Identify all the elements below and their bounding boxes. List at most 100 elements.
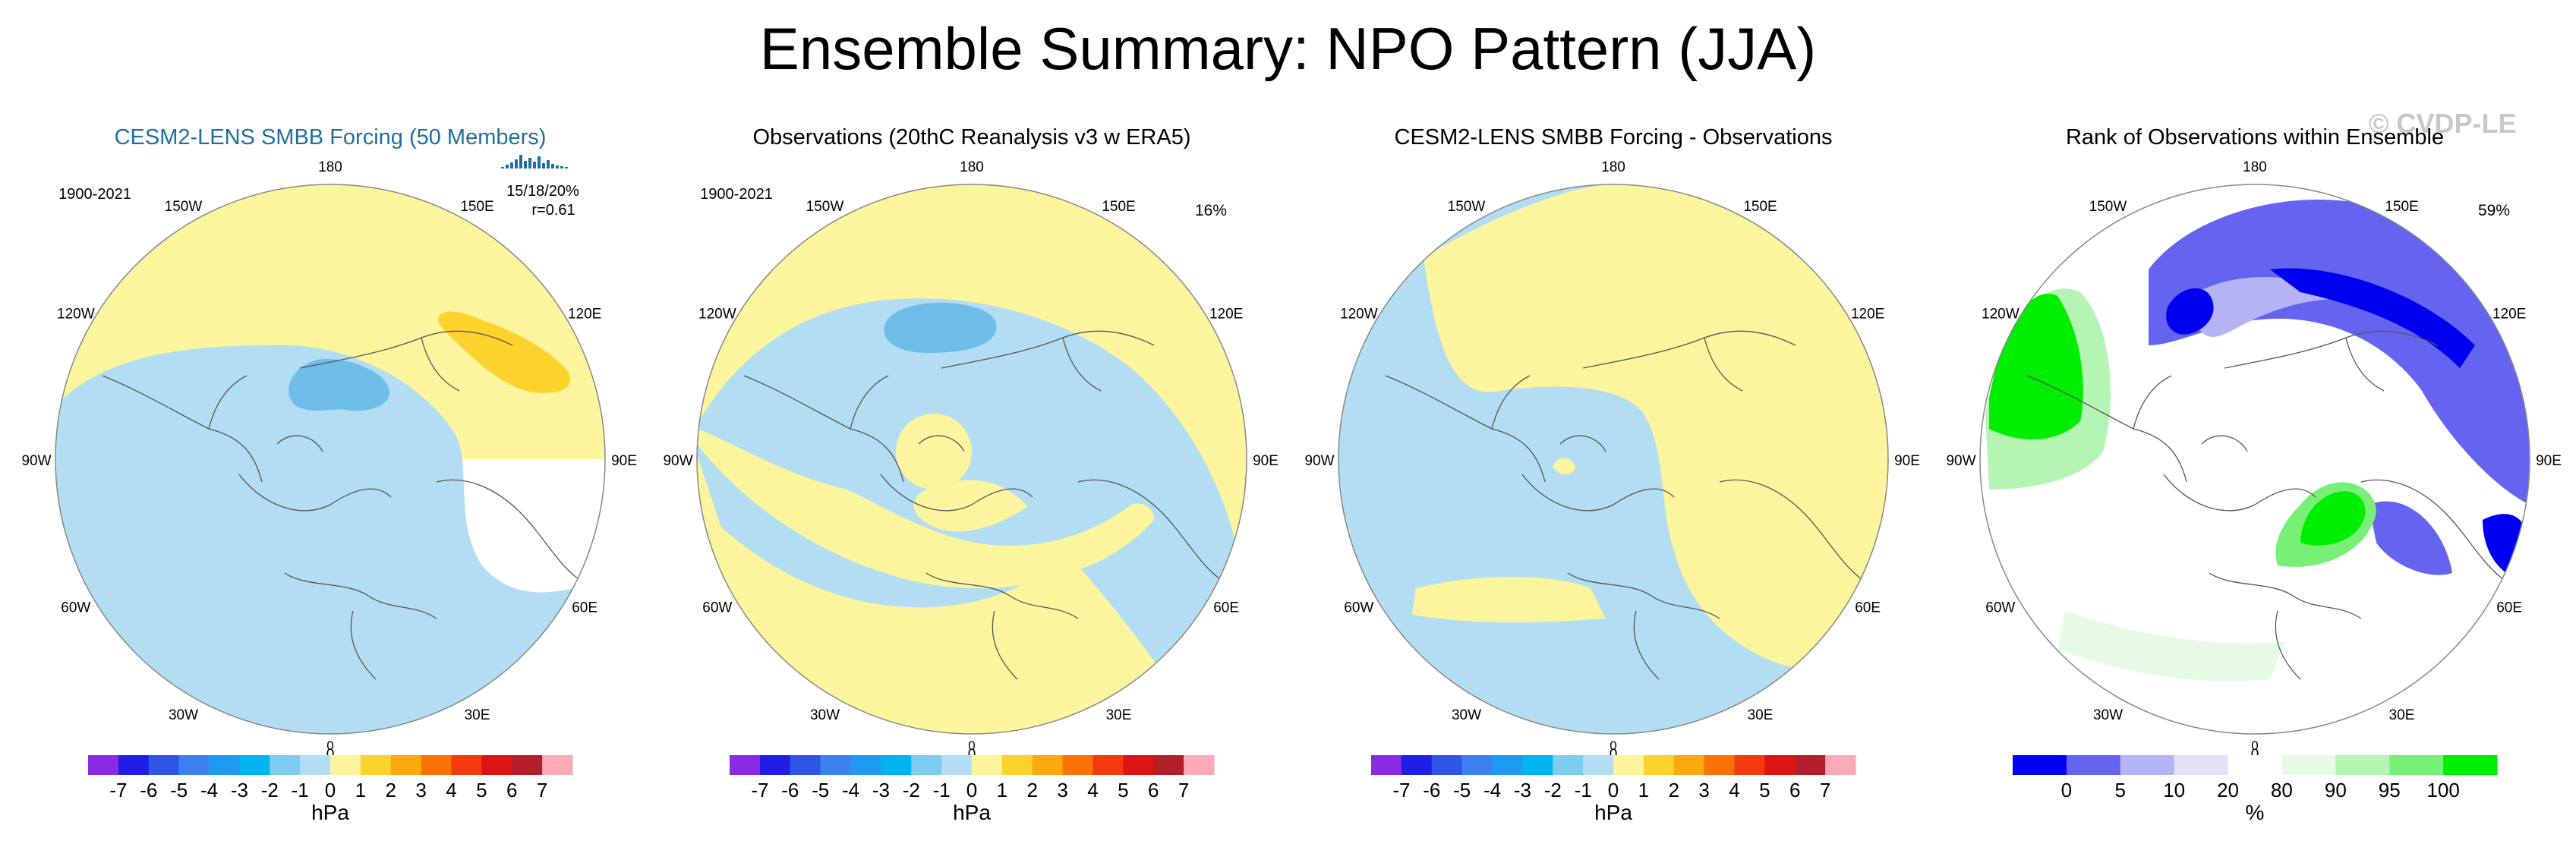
colorbar-tick-label: 7 bbox=[1820, 779, 1830, 801]
longitude-label: 150E bbox=[2385, 199, 2418, 215]
rank-low-region bbox=[2149, 199, 2530, 505]
colorbar-cell bbox=[2281, 755, 2336, 775]
histogram-bar bbox=[565, 167, 568, 168]
longitude-label: 30W bbox=[169, 707, 198, 723]
panel-title: Observations (20thC Reanalysis v3 w ERA5… bbox=[752, 125, 1190, 150]
coastline bbox=[2026, 375, 2187, 483]
longitude-label: 0 bbox=[326, 747, 335, 763]
coastline bbox=[1567, 572, 1720, 680]
longitude-label: 60E bbox=[1855, 600, 1881, 616]
coastline bbox=[1385, 375, 1546, 483]
correlation-label: r=0.61 bbox=[531, 202, 575, 219]
longitude-label: 150W bbox=[806, 199, 844, 215]
longitude-label: 120W bbox=[698, 307, 736, 323]
colorbar-tick-label: 1 bbox=[1638, 779, 1649, 801]
longitude-label: 90W bbox=[1946, 453, 1975, 469]
colorbar-cell bbox=[1583, 755, 1614, 775]
colorbar-tick-label: -2 bbox=[261, 779, 279, 801]
map-boundary bbox=[55, 184, 606, 735]
colorbar-cell bbox=[421, 755, 452, 775]
colorbar-tick-label: 3 bbox=[1057, 779, 1067, 801]
longitude-label: 150W bbox=[2089, 199, 2127, 215]
coastlines bbox=[743, 330, 1223, 680]
histogram-bar bbox=[506, 165, 509, 168]
colorbar-tick-label: 4 bbox=[1729, 779, 1739, 801]
colorbar-cell bbox=[2174, 755, 2229, 775]
colorbar-tick-label: -1 bbox=[933, 779, 951, 801]
histogram-bar bbox=[547, 160, 550, 168]
histogram-bar bbox=[556, 165, 559, 168]
main-title: Ensemble Summary: NPO Pattern (JJA) bbox=[759, 15, 1817, 82]
histogram-bar bbox=[510, 162, 513, 168]
longitude-label: 150E bbox=[1102, 199, 1135, 215]
colorbar-zero-label: 0 bbox=[968, 738, 975, 753]
colorbar-cell bbox=[790, 755, 821, 775]
longitude-label: 90W bbox=[663, 453, 692, 469]
colorbar-cell bbox=[481, 755, 512, 775]
colorbar-tick-label: 6 bbox=[506, 779, 517, 801]
colorbar-cell bbox=[759, 755, 791, 775]
colorbar-tick-label: -3 bbox=[231, 779, 248, 801]
colorbar-cell bbox=[1795, 755, 1826, 775]
histogram-bar bbox=[528, 158, 531, 168]
map-boundary bbox=[696, 184, 1247, 735]
coastline bbox=[1077, 479, 1223, 581]
map-boundary bbox=[1979, 184, 2530, 735]
histogram-bar bbox=[542, 163, 545, 168]
longitude-label: 120W bbox=[1340, 307, 1378, 323]
polar-positive-blob bbox=[896, 414, 972, 490]
colorbar-tick-label: -7 bbox=[109, 779, 127, 801]
colorbar-cell bbox=[1673, 755, 1705, 775]
colorbar: 00 5 10 20 80 90 95 100% bbox=[2013, 738, 2498, 824]
map-boundary bbox=[1338, 184, 1889, 735]
colorbar-cell bbox=[148, 755, 180, 775]
histogram-bar bbox=[524, 161, 527, 168]
colorbar-cell bbox=[239, 755, 270, 775]
longitude-label: 30E bbox=[2389, 707, 2415, 723]
colorbar-cell bbox=[1001, 755, 1033, 775]
histogram-bar bbox=[501, 167, 504, 168]
colorbar-cell bbox=[390, 755, 422, 775]
colorbar-cell bbox=[1764, 755, 1796, 775]
colorbar-tick-label: 6 bbox=[1148, 779, 1159, 801]
colorbar-cell bbox=[730, 755, 761, 775]
colorbar-tick-label: 0 bbox=[325, 779, 336, 801]
longitude-label: 120W bbox=[1982, 307, 2019, 323]
colorbar-tick-label: -7 bbox=[1392, 779, 1410, 801]
coastline bbox=[2360, 479, 2506, 581]
coastline bbox=[102, 375, 263, 483]
colorbar-cell bbox=[1825, 755, 1856, 775]
colorbar-tick-label: 0 bbox=[966, 779, 977, 801]
rank-lowest-arc bbox=[2270, 268, 2475, 368]
longitude-label: 90E bbox=[2536, 453, 2562, 469]
coastlines bbox=[1385, 330, 1865, 680]
positive-anomaly-region bbox=[1424, 184, 1888, 669]
longitude-label: 120E bbox=[568, 307, 601, 323]
colorbar-cell bbox=[850, 755, 881, 775]
map-panel-3: 180 150E 120E 90E 60E 30E 0 30W 60W 90W 120W 150W CE… bbox=[1304, 125, 1919, 824]
longitude-label: 150W bbox=[165, 199, 203, 215]
colorbar-tick-label: 7 bbox=[1178, 779, 1189, 801]
colorbar-cell bbox=[2228, 755, 2282, 775]
longitude-label: 150W bbox=[1448, 199, 1486, 215]
copyright-watermark: © CVDP-LE bbox=[2369, 108, 2517, 139]
panel-title: Rank of Observations within Ensemble bbox=[2066, 125, 2444, 150]
map-fill bbox=[55, 184, 605, 734]
longitude-label: 30E bbox=[1106, 707, 1132, 723]
longitude-label: 120E bbox=[1851, 307, 1884, 323]
weak-negative-region bbox=[697, 298, 1247, 672]
longitude-label: 180 bbox=[1601, 159, 1625, 175]
colorbar-tick-label: -5 bbox=[170, 779, 188, 801]
colorbar-tick-label: 1 bbox=[355, 779, 366, 801]
map-fill bbox=[697, 184, 1247, 734]
colorbar-tick-label: 100 bbox=[2426, 779, 2459, 801]
colorbar-tick-label: 6 bbox=[1789, 779, 1800, 801]
coastline bbox=[2224, 330, 2438, 392]
rank-highest-center bbox=[2300, 491, 2366, 546]
coastlines bbox=[102, 330, 582, 680]
colorbar-tick-label: 2 bbox=[386, 779, 396, 801]
colorbar-zero-label: 0 bbox=[2251, 738, 2258, 753]
colorbar-cell bbox=[1492, 755, 1523, 775]
colorbar-cell bbox=[2443, 755, 2498, 775]
